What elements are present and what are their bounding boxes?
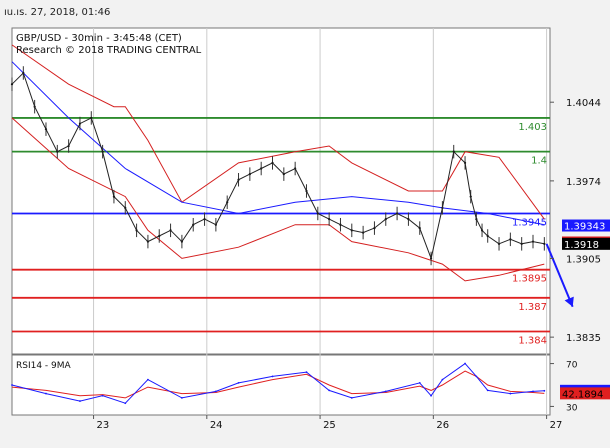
rsi-point-20: [509, 392, 512, 395]
rsi-point-5: [147, 378, 149, 381]
date-tick-label-3: 26: [436, 420, 449, 431]
chart-header-line-1: GBP/USD - 30min - 3:45:48 (CET): [16, 33, 182, 44]
rsi-tick-label-1: 30: [566, 403, 578, 413]
vertical-gridlines: [93, 28, 548, 415]
rsi-point-3: [101, 394, 104, 397]
price-levels: 1.403 1.4 1.3945 1.3895 1.387 1.384: [12, 117, 550, 347]
date-tick-label-0: 23: [97, 420, 110, 431]
rsi-tag-box-1: [560, 387, 610, 400]
forecast-arrow-head: [564, 296, 574, 307]
rsi-point-6: [180, 396, 183, 399]
rsi-point-2: [79, 400, 81, 402]
timestamp: ıu.ıs. 27, 2018, 01:46: [4, 7, 111, 18]
rsi-point-0: [11, 384, 13, 386]
rsi-point-10: [305, 371, 308, 374]
level-label-1: 1.4: [531, 156, 547, 167]
level-label-4: 1.387: [518, 302, 547, 313]
rsi-point-7: [214, 390, 217, 393]
level-label-3: 1.3895: [512, 274, 547, 285]
price-tag-box-0: [562, 219, 610, 232]
rsi-point-8: [237, 381, 240, 384]
price-close-line: [11, 72, 545, 261]
rsi-tag-label-1: 42.1894: [562, 389, 603, 400]
date-tick-label-1: 24: [210, 420, 223, 431]
rsi-point-21: [532, 390, 534, 393]
rsi-point-12: [350, 396, 353, 399]
forecast-arrow-shaft: [545, 243, 574, 308]
price-tick-label-0: 1.4044: [566, 98, 601, 109]
price-tag-box-2: [562, 237, 610, 250]
rsi-point-15: [430, 394, 432, 397]
price-tick-label-3: 1.3835: [566, 333, 601, 344]
rsi-point-4: [124, 402, 127, 405]
chart-header-line-2: Research © 2018 TRADING CENTRAL: [16, 45, 202, 56]
rsi-header: RSI14 - 9MA: [16, 361, 72, 371]
rsi-point-22: [543, 389, 546, 392]
rsi-point-18: [475, 375, 478, 378]
rsi-point-14: [418, 381, 421, 384]
price-tag-label-2: 1.3918: [564, 240, 599, 251]
level-label-5: 1.384: [518, 336, 547, 347]
moving-average-line: [11, 61, 545, 226]
price-tag-label-0: 1.39343: [564, 222, 605, 233]
rsi-point-11: [328, 389, 331, 392]
forecast-arrow: [545, 243, 574, 308]
bollinger-bands: [11, 44, 545, 282]
level-label-0: 1.403: [518, 122, 547, 133]
date-axis: 23 24 25 26 27: [93, 415, 563, 431]
rsi-point-1: [45, 392, 47, 395]
band-lower: [11, 117, 545, 282]
rsi-point-13: [384, 390, 387, 393]
price-tick-label-1: 1.3974: [566, 177, 601, 188]
rsi-point-17: [464, 362, 466, 365]
band-upper: [11, 44, 545, 220]
rsi-point-19: [486, 389, 489, 392]
rsi-ma-line: [11, 370, 545, 399]
rsi-series: 703044.567842.1894: [11, 361, 610, 413]
price-panel: [11, 27, 551, 355]
level-label-2: 1.3945: [512, 217, 547, 228]
rsi-panel: [11, 354, 551, 416]
date-tick-label-4: 27: [550, 420, 563, 431]
rsi-point-9: [271, 375, 274, 378]
price-series: [10, 66, 546, 266]
rsi-point-16: [441, 378, 444, 381]
date-tick-label-2: 25: [323, 420, 336, 431]
rsi-tick-label-0: 70: [566, 361, 578, 371]
price-axis: 1.4044 1.3974 1.3905 1.3835: [550, 98, 601, 344]
price-tick-label-2: 1.3905: [566, 254, 601, 265]
